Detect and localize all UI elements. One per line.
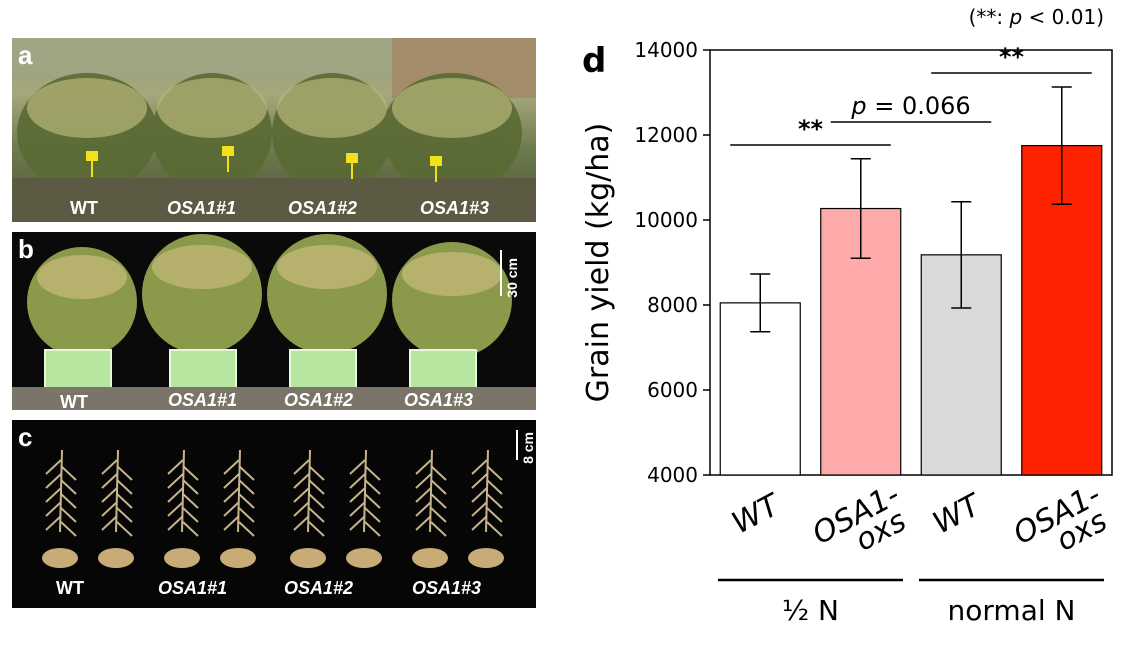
- y-tick-label: 12000: [634, 123, 698, 147]
- label-osa1-2: OSA1#2: [288, 198, 358, 218]
- panicle-grain-photo: [42, 430, 518, 568]
- grain-pile: [412, 548, 448, 568]
- group-label: ½ N: [782, 594, 839, 627]
- pvalue-note: (**: p < 0.01): [969, 5, 1104, 29]
- significance-label: **: [999, 43, 1025, 71]
- grain-yield-chart: (**: p < 0.01) d 4000 6000 8000 10000 12000 1…: [581, 5, 1119, 627]
- y-tick-label: 4000: [647, 463, 698, 487]
- grain-pile: [290, 548, 326, 568]
- label-osa1-2: OSA1#2: [284, 390, 354, 410]
- grain-pile: [42, 548, 78, 568]
- y-tick-label: 6000: [647, 378, 698, 402]
- potted-rice-photo: [12, 234, 536, 410]
- label-wt: WT: [70, 198, 98, 218]
- potted-plants-panel-b: b 30 cm WT OSA1#1 OSA1#2 OSA1#3: [12, 232, 536, 410]
- significance-label: **: [798, 115, 824, 143]
- panicles-panel-c: c 8 cm WT OSA1#1 OSA1#2 OSA1#3: [12, 420, 536, 608]
- panicle: [471, 449, 503, 537]
- y-tick-label: 10000: [634, 208, 698, 232]
- y-tick-label: 14000: [634, 38, 698, 62]
- label-osa1-1: OSA1#1: [168, 390, 238, 410]
- panicle: [349, 449, 381, 537]
- label-osa1-1: OSA1#1: [167, 198, 237, 218]
- y-tick-label: 8000: [647, 293, 698, 317]
- panel-letter-d: d: [582, 41, 606, 81]
- grain-pile: [468, 548, 504, 568]
- label-osa1-2: OSA1#2: [284, 578, 354, 598]
- grain-pile: [164, 548, 200, 568]
- grain-pile: [220, 548, 256, 568]
- panicle: [293, 449, 325, 537]
- grain-pile: [98, 548, 134, 568]
- rice-field-photo: [12, 38, 536, 222]
- grain-pile: [346, 548, 382, 568]
- label-osa1-1: OSA1#1: [158, 578, 228, 598]
- panicle: [223, 449, 255, 537]
- plot-frame: [709, 49, 1113, 476]
- scale-bar-label-b: 30 cm: [504, 258, 520, 298]
- panel-letter-b: b: [18, 234, 34, 264]
- field-photo-panel-a: a WT OSA1#1 OSA1#2 OSA1#3: [12, 38, 536, 222]
- y-axis-label: Grain yield (kg/ha): [581, 123, 616, 403]
- panel-letter-a: a: [18, 40, 33, 70]
- panel-letter-c: c: [18, 422, 33, 452]
- label-osa1-3: OSA1#3: [412, 578, 482, 598]
- label-wt: WT: [60, 392, 88, 410]
- x-tick-label: OSA1-oxs: [807, 477, 918, 575]
- group-label: normal N: [948, 594, 1076, 627]
- x-tick-label: WT: [927, 487, 988, 542]
- x-tick-label: WT: [726, 487, 787, 542]
- label-osa1-3: OSA1#3: [404, 390, 474, 410]
- label-wt: WT: [56, 578, 84, 598]
- x-tick-label: OSA1-oxs: [1008, 477, 1119, 575]
- scale-bar-label-c: 8 cm: [520, 432, 536, 464]
- panicle: [45, 449, 77, 537]
- label-osa1-3: OSA1#3: [420, 198, 490, 218]
- panicle: [101, 449, 133, 537]
- panicle: [167, 449, 199, 537]
- panicle: [415, 449, 447, 537]
- significance-label: p = 0.066: [850, 92, 970, 120]
